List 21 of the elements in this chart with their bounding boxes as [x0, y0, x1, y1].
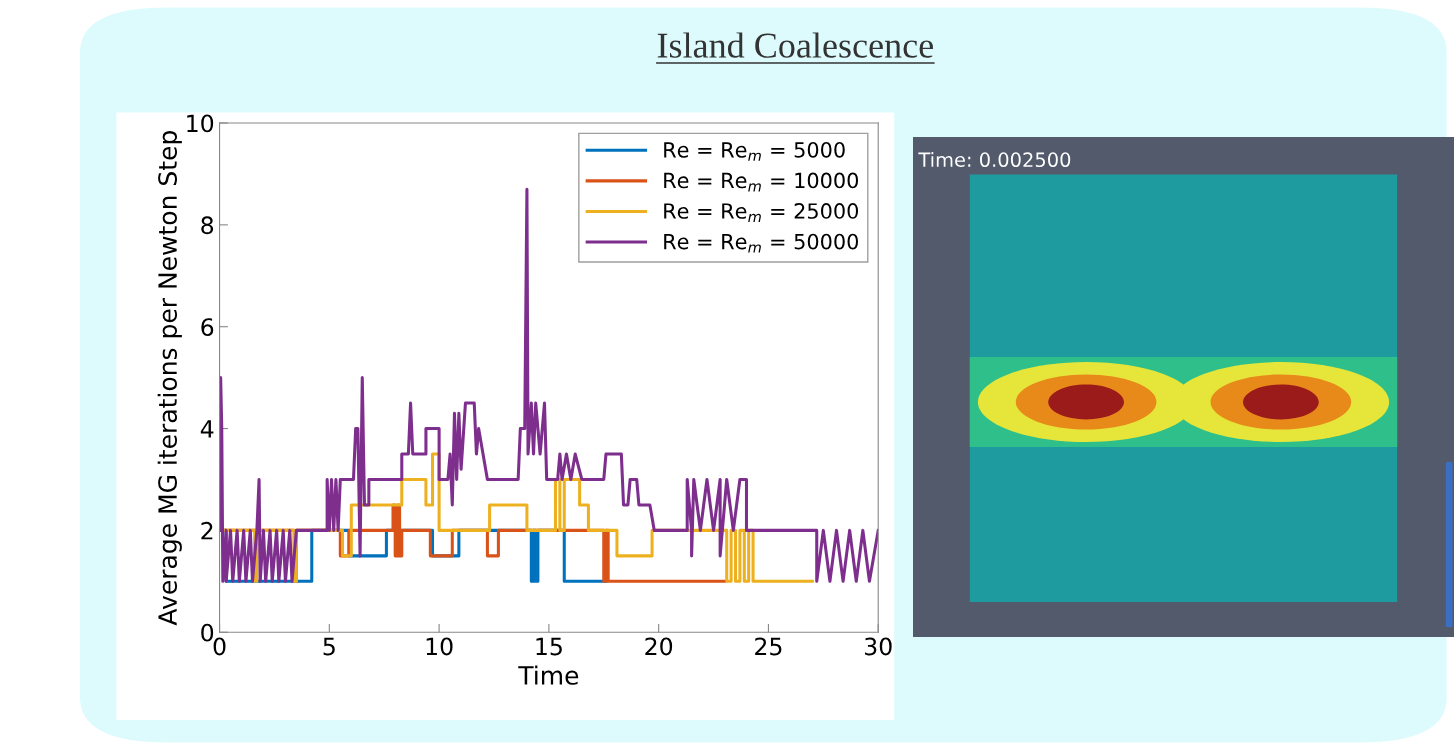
y-tick-label: 8: [201, 216, 214, 235]
x-tick-label: 15: [536, 637, 562, 656]
y-tick-label: 0: [201, 623, 214, 642]
x-tick-label: 20: [645, 637, 673, 656]
legend-label: Re = Re$_{m}$ = 5000: [664, 141, 845, 161]
x-axis-title: Time: [518, 665, 579, 685]
x-tick-label: 30: [864, 637, 892, 656]
x-tick-label: 10: [426, 637, 453, 656]
y-tick-label: 2: [201, 521, 213, 540]
x-tick-label: 25: [755, 637, 782, 656]
y-axis-title: Average MG iterations per Newton Step: [157, 131, 182, 626]
text: Time: 0.002500: [918, 152, 1071, 168]
y-tick-label: 10: [187, 114, 214, 133]
y-tick-label: 4: [200, 420, 214, 438]
legend-label: Re = Re$_{m}$ = 10000: [664, 172, 859, 192]
x-tick-label: 0: [213, 637, 226, 656]
x-tick-label: 5: [323, 637, 335, 656]
chart-title: Island Coalescence: [657, 32, 933, 58]
legend-label: Re = Re$_{m}$ = 50000: [664, 233, 859, 253]
y-tick-label: 6: [201, 318, 214, 337]
legend-label: Re = Re$_{m}$ = 25000: [664, 203, 859, 222]
